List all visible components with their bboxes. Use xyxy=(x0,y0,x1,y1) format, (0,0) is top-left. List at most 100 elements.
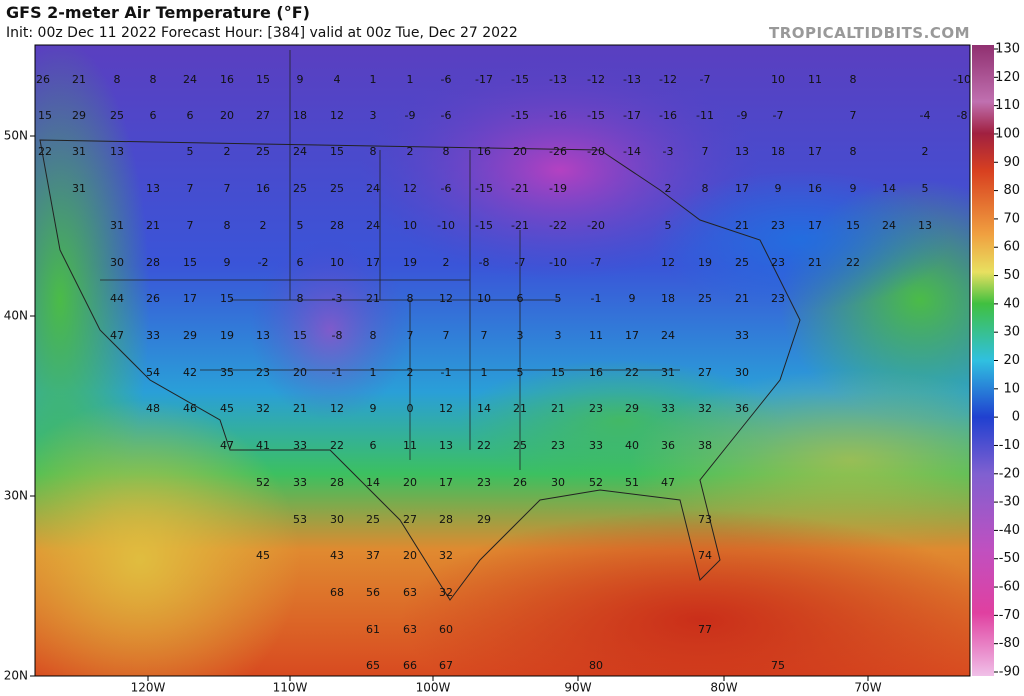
station-value: 21 xyxy=(551,402,565,415)
station-value: -2 xyxy=(258,256,269,269)
station-value: 15 xyxy=(846,219,860,232)
station-value: 9 xyxy=(629,292,636,305)
station-value: 7 xyxy=(702,145,709,158)
station-value: 5 xyxy=(922,182,929,195)
station-value: 25 xyxy=(698,292,712,305)
lon-label: 110W xyxy=(273,681,308,695)
colorbar-label: 60 xyxy=(1003,240,1020,255)
lon-label: 100W xyxy=(416,681,451,695)
station-value: 22 xyxy=(38,145,52,158)
station-value: 36 xyxy=(735,402,749,415)
station-value: 27 xyxy=(403,513,417,526)
map-subtitle: Init: 00z Dec 11 2022 Forecast Hour: [38… xyxy=(6,25,518,41)
station-value: 5 xyxy=(555,292,562,305)
station-value: 8 xyxy=(443,145,450,158)
station-value: 33 xyxy=(146,329,160,342)
station-value: 32 xyxy=(439,586,453,599)
map-frame xyxy=(34,44,971,677)
station-value: 28 xyxy=(146,256,160,269)
station-value: -17 xyxy=(623,109,641,122)
station-value: 36 xyxy=(661,439,675,452)
station-value: 13 xyxy=(110,145,124,158)
station-value: 5 xyxy=(187,145,194,158)
station-value: -15 xyxy=(511,73,529,86)
station-value: 74 xyxy=(698,549,712,562)
station-value: 18 xyxy=(293,109,307,122)
station-value: 26 xyxy=(513,476,527,489)
station-value: -13 xyxy=(623,73,641,86)
station-value: 52 xyxy=(256,476,270,489)
station-value: 67 xyxy=(439,659,453,672)
station-value: 65 xyxy=(366,659,380,672)
station-value: 13 xyxy=(146,182,160,195)
station-value: 18 xyxy=(771,145,785,158)
station-value: 7 xyxy=(443,329,450,342)
station-value: 47 xyxy=(110,329,124,342)
colorbar-label: 50 xyxy=(1003,268,1020,283)
lat-label: 30N xyxy=(4,489,28,503)
station-value: -7 xyxy=(700,73,711,86)
station-value: 33 xyxy=(589,439,603,452)
lon-label: 80W xyxy=(710,681,737,695)
station-value: 41 xyxy=(256,439,270,452)
station-value: 2 xyxy=(407,366,414,379)
station-value: 23 xyxy=(256,366,270,379)
station-value: 47 xyxy=(661,476,675,489)
station-value: 33 xyxy=(293,476,307,489)
station-value: 5 xyxy=(517,366,524,379)
station-value: 14 xyxy=(477,402,491,415)
colorbar-label: 10 xyxy=(1003,381,1020,396)
station-value: 21 xyxy=(808,256,822,269)
station-value: 6 xyxy=(517,292,524,305)
station-value: 15 xyxy=(330,145,344,158)
station-value: -13 xyxy=(549,73,567,86)
station-value: 12 xyxy=(330,109,344,122)
station-value: 8 xyxy=(407,292,414,305)
station-value: 7 xyxy=(187,219,194,232)
station-value: -15 xyxy=(587,109,605,122)
station-value: 4 xyxy=(334,73,341,86)
lon-label: 90W xyxy=(564,681,591,695)
station-value: 8 xyxy=(702,182,709,195)
station-value: 16 xyxy=(220,73,234,86)
station-value: 7 xyxy=(481,329,488,342)
station-value: 3 xyxy=(555,329,562,342)
station-value: 31 xyxy=(72,145,86,158)
station-value: 18 xyxy=(661,292,675,305)
station-value: 7 xyxy=(224,182,231,195)
map-title: GFS 2-meter Air Temperature (°F) xyxy=(6,3,310,22)
lat-label: 20N xyxy=(4,669,28,683)
station-value: 15 xyxy=(293,329,307,342)
station-value: -21 xyxy=(511,219,529,232)
station-value: 10 xyxy=(771,73,785,86)
station-value: 24 xyxy=(183,73,197,86)
station-value: 7 xyxy=(187,182,194,195)
station-value: 51 xyxy=(625,476,639,489)
temperature-field xyxy=(35,45,970,676)
station-value: 17 xyxy=(439,476,453,489)
station-value: 20 xyxy=(293,366,307,379)
station-value: 23 xyxy=(477,476,491,489)
station-value: 8 xyxy=(850,145,857,158)
station-value: 12 xyxy=(661,256,675,269)
station-value: 0 xyxy=(407,402,414,415)
station-value: 19 xyxy=(698,256,712,269)
station-value: 14 xyxy=(366,476,380,489)
station-value: 23 xyxy=(771,256,785,269)
station-value: 17 xyxy=(808,219,822,232)
station-value: 31 xyxy=(72,182,86,195)
station-value: 21 xyxy=(72,73,86,86)
station-value: 9 xyxy=(370,402,377,415)
station-value: 31 xyxy=(110,219,124,232)
station-value: 15 xyxy=(38,109,52,122)
station-value: 53 xyxy=(293,513,307,526)
station-value: -10 xyxy=(549,256,567,269)
station-value: 24 xyxy=(882,219,896,232)
station-value: 6 xyxy=(150,109,157,122)
station-value: 25 xyxy=(330,182,344,195)
station-value: 25 xyxy=(366,513,380,526)
station-value: 17 xyxy=(366,256,380,269)
station-value: 56 xyxy=(366,586,380,599)
station-value: -10 xyxy=(953,73,971,86)
